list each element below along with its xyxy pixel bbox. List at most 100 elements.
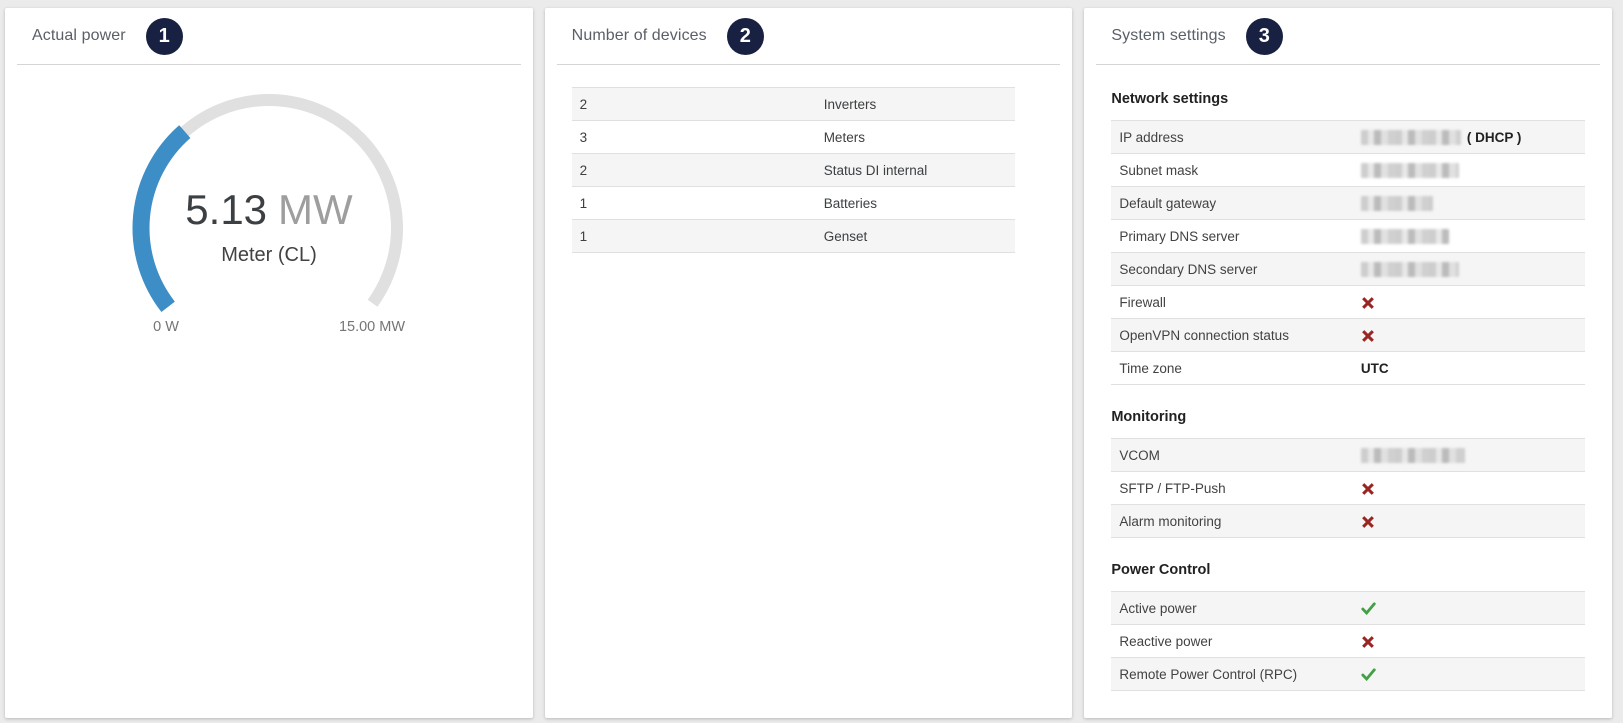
setting-label: Alarm monitoring — [1111, 504, 1353, 538]
panel-actual-power: Actual power 1 5.13 MW Meter (CL) 0 W 15.… — [5, 8, 533, 718]
step-badge-1: 1 — [145, 17, 183, 55]
settings-row: Remote Power Control (RPC) — [1111, 657, 1586, 691]
setting-label: Active power — [1111, 591, 1353, 625]
settings-row: Subnet mask — [1111, 153, 1586, 187]
setting-value — [1352, 624, 1586, 658]
device-row: 2 Status DI internal — [571, 153, 1016, 187]
setting-value — [1352, 657, 1586, 691]
panel-system-settings: System settings 3 Network settings IP add… — [1084, 8, 1613, 718]
panel-actual-power-body: 5.13 MW Meter (CL) 0 W 15.00 MW — [5, 65, 533, 718]
panel-actual-power-header: Actual power 1 — [5, 8, 533, 64]
gauge-value: 5.13 MW — [185, 186, 353, 233]
panel-devices-body: 2 Inverters 3 Meters 2 Status DI internal 1 Bat… — [545, 65, 1073, 718]
setting-value — [1352, 318, 1586, 352]
panel-devices-header: Number of devices 2 — [545, 8, 1073, 64]
gauge-container: 5.13 MW Meter (CL) 0 W 15.00 MW — [32, 83, 506, 341]
settings-row: Primary DNS server — [1111, 219, 1586, 253]
setting-value — [1352, 438, 1586, 472]
check-icon — [1361, 668, 1376, 682]
setting-value-suffix: ( DHCP ) — [1466, 129, 1522, 145]
settings-row: Firewall — [1111, 285, 1586, 319]
step-badge-3: 3 — [1245, 17, 1283, 55]
device-row: 2 Inverters — [571, 87, 1016, 121]
device-row: 1 Batteries — [571, 186, 1016, 220]
panel-number-of-devices: Number of devices 2 2 Inverters 3 Meters 2 St… — [544, 8, 1073, 718]
settings-row: VCOM — [1111, 438, 1586, 472]
setting-label: Default gateway — [1111, 186, 1353, 220]
setting-value-text: UTC — [1360, 360, 1389, 376]
setting-label: Remote Power Control (RPC) — [1111, 657, 1353, 691]
gauge-progress-arc — [132, 125, 191, 313]
gauge-source-label: Meter (CL) — [221, 244, 317, 266]
setting-value — [1352, 471, 1586, 505]
device-row: 3 Meters — [571, 120, 1016, 154]
settings-table: VCOM SFTP / FTP-Push Alarm monitoring — [1111, 438, 1586, 538]
setting-value — [1352, 504, 1586, 538]
setting-value — [1352, 591, 1586, 625]
setting-label: SFTP / FTP-Push — [1111, 471, 1353, 505]
power-gauge: 5.13 MW Meter (CL) 0 W 15.00 MW — [132, 94, 405, 335]
header-divider — [556, 64, 1061, 65]
settings-section: Network settings IP address ( DHCP ) Subnet… — [1111, 91, 1586, 385]
device-count: 2 — [571, 87, 816, 121]
step-badge-2: 2 — [726, 17, 764, 55]
devices-table: 2 Inverters 3 Meters 2 Status DI internal 1 Bat… — [571, 87, 1016, 253]
setting-value — [1352, 219, 1586, 253]
setting-label: Secondary DNS server — [1111, 252, 1353, 286]
device-count: 1 — [571, 219, 816, 253]
redacted-value — [1360, 228, 1449, 244]
setting-value — [1352, 186, 1586, 220]
gauge-value-unit: MW — [278, 186, 353, 233]
setting-label: Firewall — [1111, 285, 1353, 319]
redacted-value — [1360, 129, 1461, 145]
header-divider — [1096, 64, 1601, 65]
check-icon — [1361, 602, 1376, 616]
device-name: Meters — [815, 120, 1016, 154]
gauge-value-number: 5.13 — [185, 186, 267, 233]
device-name: Inverters — [815, 87, 1016, 121]
settings-section-heading: Power Control — [1111, 562, 1211, 578]
settings-row: Alarm monitoring — [1111, 504, 1586, 538]
setting-label: Time zone — [1111, 351, 1353, 385]
panel-title: Actual power — [32, 27, 126, 44]
device-name: Status DI internal — [815, 153, 1016, 187]
panel-settings-header: System settings 3 — [1084, 8, 1612, 64]
settings-row: Time zone UTC — [1111, 351, 1586, 385]
setting-label: Subnet mask — [1111, 153, 1353, 187]
setting-value — [1352, 285, 1586, 319]
redacted-value — [1360, 447, 1465, 463]
setting-value — [1352, 153, 1586, 187]
settings-section: Monitoring VCOM SFTP / FTP-Push Alarm monit… — [1111, 409, 1586, 538]
settings-row: Active power — [1111, 591, 1586, 625]
settings-section-heading: Network settings — [1111, 91, 1229, 107]
device-row: 1 Genset — [571, 219, 1016, 253]
cross-icon — [1362, 482, 1374, 495]
redacted-value — [1360, 162, 1459, 178]
panel-title: Number of devices — [571, 27, 707, 44]
device-count: 3 — [571, 120, 816, 154]
settings-section: Power Control Active power Reactive power R… — [1111, 562, 1586, 691]
setting-value — [1352, 252, 1586, 286]
setting-label: IP address — [1111, 120, 1353, 154]
setting-value: UTC — [1352, 351, 1586, 385]
setting-label: Reactive power — [1111, 624, 1353, 658]
settings-row: OpenVPN connection status — [1111, 318, 1586, 352]
settings-table: Active power Reactive power Remote Power C… — [1111, 591, 1586, 691]
device-name: Genset — [815, 219, 1016, 253]
settings-row: Reactive power — [1111, 624, 1586, 658]
settings-row: SFTP / FTP-Push — [1111, 471, 1586, 505]
gauge-max-label: 15.00 MW — [339, 319, 405, 335]
setting-label: Primary DNS server — [1111, 219, 1353, 253]
settings-row: Default gateway — [1111, 186, 1586, 220]
settings-row: Secondary DNS server — [1111, 252, 1586, 286]
device-count: 2 — [571, 153, 816, 187]
cross-icon — [1362, 329, 1374, 342]
panel-title: System settings — [1111, 27, 1226, 44]
settings-table: IP address ( DHCP ) Subnet mask Default gat… — [1111, 120, 1586, 385]
cross-icon — [1362, 515, 1374, 528]
panel-settings-body: Network settings IP address ( DHCP ) Subnet… — [1084, 65, 1612, 718]
device-count: 1 — [571, 186, 816, 220]
redacted-value — [1360, 195, 1433, 211]
gauge-min-label: 0 W — [153, 319, 179, 335]
